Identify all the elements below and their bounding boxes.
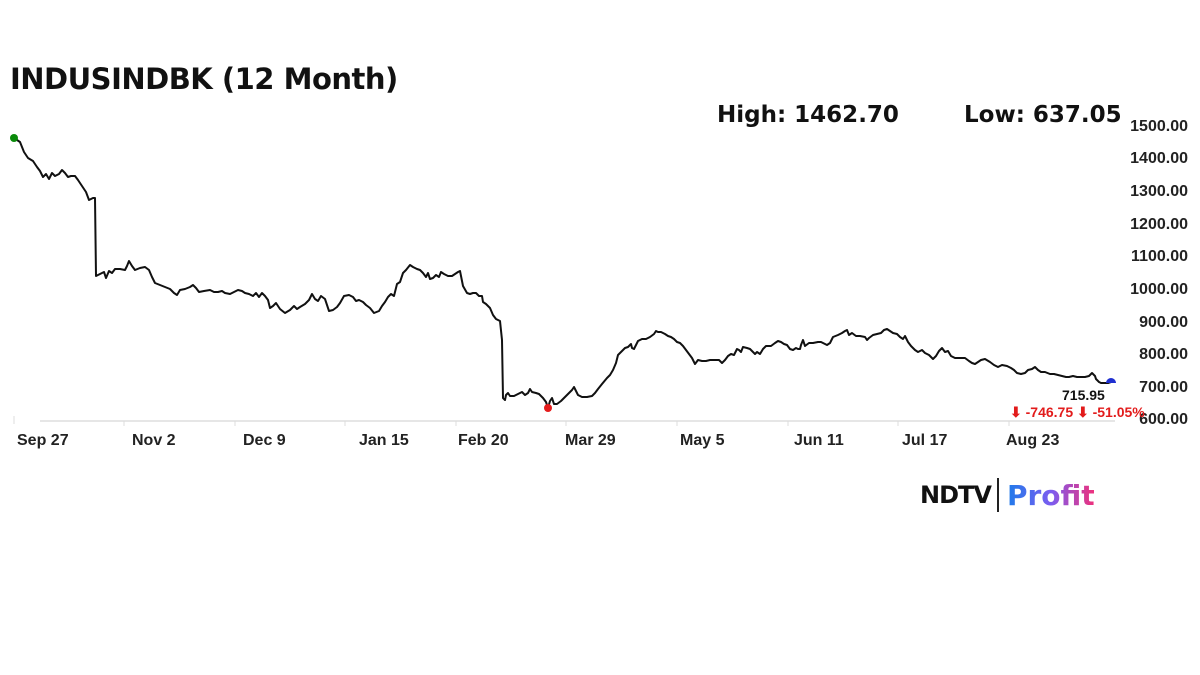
x-axis-tick: Dec 9 <box>243 432 286 449</box>
y-axis-tick: 1500.00 <box>1130 118 1188 135</box>
x-axis-tick: Jan 15 <box>359 432 409 449</box>
high-value: High: 1462.70 <box>717 102 899 128</box>
last-price-label: 715.95 <box>1062 387 1105 403</box>
x-axis-tick: Mar 29 <box>565 432 616 449</box>
y-axis-tick: 900.00 <box>1139 314 1188 331</box>
x-axis-tick: Feb 20 <box>458 432 509 449</box>
high-marker-dot <box>10 134 18 142</box>
x-axis-tick: May 5 <box>680 432 725 449</box>
x-axis-ticks <box>13 416 1010 426</box>
y-axis-tick: 1400.00 <box>1130 150 1188 167</box>
y-axis-tick: 1300.00 <box>1130 183 1188 200</box>
ndtv-profit-logo: NDTV Profit <box>920 478 1095 512</box>
last-price-marker-dot <box>1106 378 1116 383</box>
x-axis-tick: Nov 2 <box>132 432 176 449</box>
price-change-label: ⬇ -746.75 ⬇ -51.05% <box>1010 404 1145 420</box>
x-axis-tick: Sep 27 <box>17 432 69 449</box>
low-marker-dot <box>544 404 552 412</box>
y-axis-tick: 1200.00 <box>1130 216 1188 233</box>
y-axis-tick: 800.00 <box>1139 346 1188 363</box>
chart-title: INDUSINDBK (12 Month) <box>10 62 398 96</box>
logo-brand: NDTV <box>920 481 992 509</box>
x-axis-tick: Jul 17 <box>902 432 948 449</box>
x-axis-tick: Jun 11 <box>794 432 844 449</box>
y-axis-tick: 1100.00 <box>1131 248 1188 265</box>
x-axis-tick: Aug 23 <box>1006 432 1060 449</box>
y-axis-tick: 700.00 <box>1139 379 1188 396</box>
y-axis-tick: 600.00 <box>1139 411 1188 428</box>
price-line <box>13 137 1112 409</box>
y-axis-tick: 1000.00 <box>1130 281 1188 298</box>
low-value: Low: 637.05 <box>964 102 1122 128</box>
logo-divider <box>996 478 999 512</box>
logo-product: Profit <box>1006 478 1095 512</box>
